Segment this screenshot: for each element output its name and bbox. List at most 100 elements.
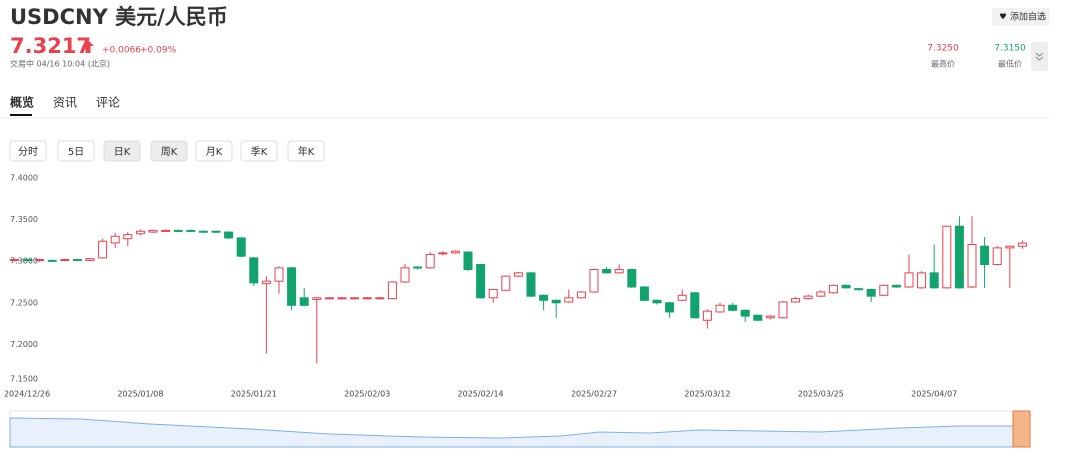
candle-body [841,284,851,289]
candle-body [224,231,234,239]
candle-body [652,299,662,304]
candle-body [929,272,939,289]
period-label[interactable]: 季K [251,146,268,158]
change-pct: +0.09% [140,46,177,56]
period-button[interactable] [287,140,325,162]
period-label[interactable]: 年K [298,145,315,158]
x-tick-label: 2025/02/14 [458,390,504,399]
period-label[interactable]: 月K [206,146,223,158]
candle-body [690,292,700,319]
chevron[interactable] [1035,52,1044,61]
navigator [9,410,1031,448]
period-button[interactable] [9,140,47,162]
watch-button-bg[interactable] [992,8,1050,26]
candle-body [879,284,889,296]
candle-body [627,269,637,288]
candle-body [665,302,675,313]
candle-body [110,235,120,244]
title: USDCNY 美元/人民币 [10,5,228,29]
up-arrow [82,40,94,53]
candle-body [602,269,612,274]
candle-body [854,288,864,291]
x-tick-label: 2025/03/25 [798,390,844,399]
period-label[interactable]: 5日 [68,147,84,158]
x-tick-label: 2025/04/07 [911,390,957,399]
period-button[interactable] [195,140,233,162]
y-tick-label: 7.3500 [10,215,38,224]
candle-body [413,266,423,269]
period-label[interactable]: 分时 [18,146,38,158]
candle-body [942,225,952,289]
candle-body [72,259,82,262]
candle-body [47,259,57,262]
period-bar: 分时 5日 日K 周K 月K 季K 年K [9,140,325,162]
candle-body [816,291,826,297]
candle-body [425,254,435,269]
candle-body [539,294,549,301]
tab-active[interactable]: 概览 [10,95,34,110]
period-label[interactable]: 日K [114,147,131,158]
y-tick-label: 7.1500 [10,375,38,384]
period-label[interactable]: 周K [161,146,178,158]
candle-body [198,230,208,233]
watch-button[interactable]: 添加自选 [992,8,1050,26]
candle-body [22,259,32,262]
candle-body [992,247,1002,266]
candle-body [702,310,712,321]
candle-body [324,297,334,300]
candle-body [576,291,586,299]
candle-body [375,297,385,300]
navigator-area [9,417,1014,448]
candle-body [614,269,624,274]
candle-body [639,286,649,301]
candle-body [211,230,221,233]
tab[interactable]: 评论 [96,96,120,110]
stat-label: 最高价 [931,59,955,69]
candle-body [387,281,397,300]
period-button[interactable] [240,140,278,162]
candle-body [362,297,372,300]
candle-body [249,257,259,284]
status: 交易中 04/16 10:04 (北京) [10,59,110,69]
stat-label: 最低价 [998,59,1022,69]
candle-body [9,259,19,262]
period-button[interactable] [57,140,95,162]
candle-body [753,314,763,321]
candle-body [98,240,108,259]
stat-value: 7.3150 [994,44,1026,54]
candle-body [85,258,95,261]
watch-button-label[interactable]: 添加自选 [1010,11,1046,23]
x-tick-label: 2025/03/12 [684,390,730,399]
y-tick-label: 7.3000 [10,257,38,266]
candle-body [778,301,788,319]
x-tick-label: 2025/02/27 [571,390,617,399]
candle-body [35,259,45,262]
candle-body [1017,242,1027,247]
period-button[interactable] [150,140,188,162]
candle-body [400,267,410,283]
candle-body [287,267,297,306]
candle-body [450,250,460,254]
candle-body [904,272,914,288]
heart-icon[interactable] [1000,13,1006,19]
candle-body [299,297,309,306]
candle-body [728,304,738,311]
x-tick-label: 2025/02/03 [344,390,390,399]
candle-body [463,251,473,271]
candle-body [337,297,347,300]
x-tick-label: 2025/01/21 [231,390,277,399]
candle-body [967,244,977,288]
candle-body [954,225,964,289]
tab[interactable]: 资讯 [53,96,77,110]
candle-body [589,269,599,293]
period-button[interactable] [103,140,141,162]
price: 7.3217 [10,34,91,58]
candle-body [891,284,901,288]
expand-button[interactable] [1031,42,1048,71]
candle-body [803,295,813,300]
x-tick-label: 2025/01/08 [117,390,163,399]
candle-body [488,288,498,299]
candle-body [161,229,171,232]
candle-body [551,299,561,304]
navigator-handle[interactable] [1012,410,1031,448]
